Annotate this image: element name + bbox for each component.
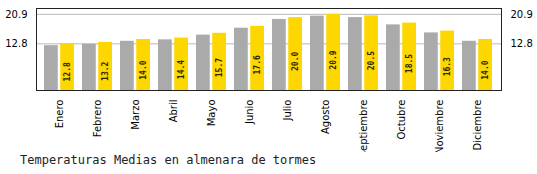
svg-text:12.8: 12.8 [511,38,533,49]
svg-text:Febrero: Febrero [92,100,103,138]
svg-text:20.9: 20.9 [511,9,533,20]
svg-text:Diciembre: Diciembre [472,100,483,151]
html-text:Temperaturas Medias en almenar: Temperaturas Medias en almenara de torme… [20,153,317,167]
svg-text:14.0: 14.0 [481,60,490,79]
svg-text:20.9: 20.9 [5,9,27,20]
svg-text:Agosto: Agosto [320,100,331,135]
svg-text:Junio: Junio [244,100,255,126]
svg-text:Noviembre: Noviembre [434,100,445,153]
svg-text:20.5: 20.5 [367,51,376,70]
svg-text:Septiembre: Septiembre [358,100,369,153]
svg-text:Marzo: Marzo [130,100,141,130]
svg-text:Octubre: Octubre [396,100,407,140]
svg-text:14.0: 14.0 [139,60,148,79]
svg-text:20.0: 20.0 [291,52,300,71]
svg-text:13.2: 13.2 [101,61,110,80]
svg-text:Abril: Abril [168,100,179,123]
svg-text:14.4: 14.4 [177,60,186,79]
svg-text:Mayo: Mayo [206,100,217,127]
svg-text:18.5: 18.5 [405,54,414,73]
svg-text:Enero: Enero [54,100,65,129]
svg-text:12.8: 12.8 [63,62,72,81]
svg-text:17.6: 17.6 [253,55,262,74]
svg-text:15.7: 15.7 [215,58,224,77]
svg-text:20.9: 20.9 [329,50,338,69]
svg-text:16.3: 16.3 [443,57,452,76]
svg-text:Julio: Julio [282,100,293,122]
svg-text:12.8: 12.8 [5,38,27,49]
